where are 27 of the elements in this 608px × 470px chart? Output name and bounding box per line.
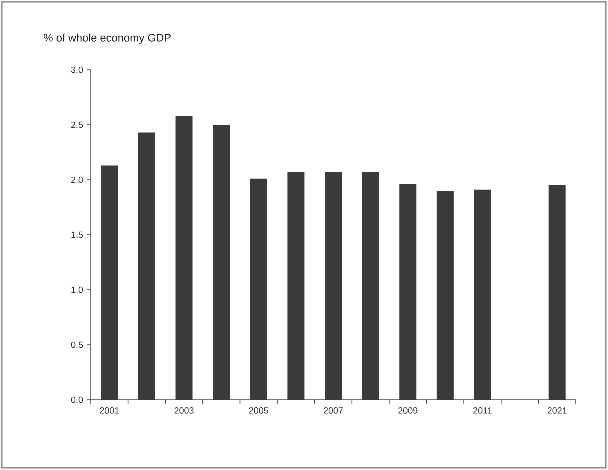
x-tick-label: 2001 xyxy=(100,408,120,414)
bar xyxy=(400,184,417,400)
x-tick-label: 2003 xyxy=(174,408,194,414)
bar xyxy=(213,125,230,400)
y-tick-label: 2.0 xyxy=(71,176,84,184)
y-tick-label: 3.0 xyxy=(71,66,84,74)
y-tick-label: 2.5 xyxy=(71,122,84,128)
bar xyxy=(138,132,156,400)
bar xyxy=(325,172,342,400)
x-tick-label: 2007 xyxy=(324,408,344,414)
x-tick-label: 2009 xyxy=(398,408,418,414)
bar xyxy=(436,191,454,400)
chart-title: % of whole economy GDP xyxy=(44,34,171,44)
y-tick-label: 1.0 xyxy=(72,286,84,294)
bar xyxy=(250,178,268,400)
x-tick-label: 2005 xyxy=(249,408,268,414)
bar xyxy=(176,116,193,400)
bar xyxy=(548,186,566,400)
x-tick-label: 2021 xyxy=(548,408,567,414)
bar xyxy=(288,172,305,400)
y-tick-label: 0.5 xyxy=(71,342,84,348)
bar xyxy=(101,166,118,400)
x-tick-label: 2011 xyxy=(474,408,492,414)
y-tick-label: 0.0 xyxy=(71,396,84,404)
y-tick-label: 1.5 xyxy=(72,232,84,238)
bar xyxy=(474,190,492,400)
bar xyxy=(362,172,380,400)
